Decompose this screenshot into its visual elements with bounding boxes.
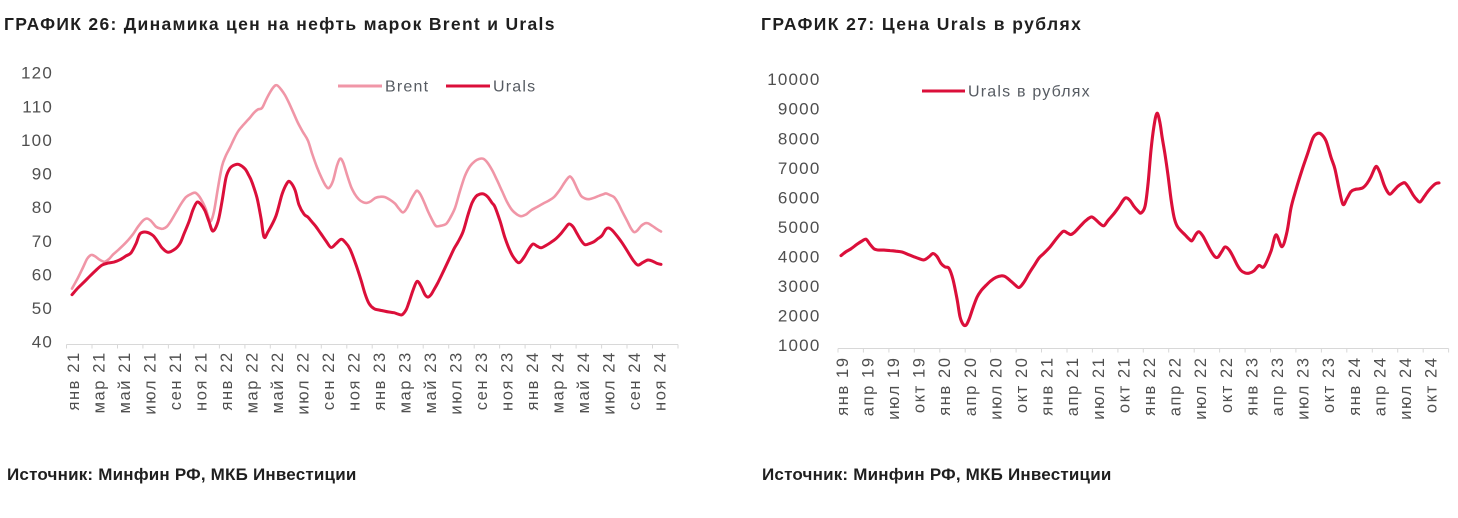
svg-text:Brent: Brent <box>385 79 429 96</box>
svg-text:окт 20: окт 20 <box>1013 356 1031 413</box>
svg-text:2000: 2000 <box>778 307 821 326</box>
svg-text:4000: 4000 <box>778 248 821 267</box>
svg-text:80: 80 <box>32 198 53 217</box>
svg-text:окт 19: окт 19 <box>911 356 929 413</box>
svg-text:ГРАФИК 26: Динамика цен на неф: ГРАФИК 26: Динамика цен на нефть марок B… <box>4 14 556 34</box>
svg-text:май 23: май 23 <box>422 351 440 413</box>
svg-text:окт 23: окт 23 <box>1320 356 1338 413</box>
svg-text:окт 24: окт 24 <box>1423 356 1441 413</box>
svg-text:июл 23: июл 23 <box>448 351 466 414</box>
svg-text:апр 20: апр 20 <box>962 356 980 416</box>
svg-text:янв 21: янв 21 <box>65 351 83 410</box>
svg-text:янв 19: янв 19 <box>834 356 852 415</box>
svg-text:ноя 22: ноя 22 <box>346 351 364 411</box>
svg-text:9000: 9000 <box>778 100 821 119</box>
svg-text:40: 40 <box>32 333 53 352</box>
svg-text:ноя 21: ноя 21 <box>193 351 211 411</box>
svg-text:70: 70 <box>32 232 53 251</box>
svg-text:июл 24: июл 24 <box>1397 356 1415 419</box>
svg-text:апр 22: апр 22 <box>1167 356 1185 416</box>
svg-text:110: 110 <box>22 97 53 116</box>
svg-text:июл 23: июл 23 <box>1295 356 1313 419</box>
svg-text:апр 24: апр 24 <box>1371 356 1389 416</box>
svg-text:янв 23: янв 23 <box>1243 356 1261 415</box>
svg-text:янв 22: янв 22 <box>1141 356 1159 415</box>
svg-text:сен 23: сен 23 <box>473 351 491 410</box>
svg-text:окт 21: окт 21 <box>1115 356 1133 413</box>
svg-text:апр 23: апр 23 <box>1269 356 1287 416</box>
svg-text:1000: 1000 <box>778 336 821 355</box>
svg-text:янв 24: янв 24 <box>524 351 542 410</box>
svg-text:8000: 8000 <box>778 129 821 148</box>
svg-text:янв 24: янв 24 <box>1346 356 1364 415</box>
svg-text:3000: 3000 <box>778 277 821 296</box>
svg-text:Urals в рублях: Urals в рублях <box>968 84 1091 101</box>
svg-text:мар 24: мар 24 <box>550 351 568 413</box>
svg-text:окт 22: окт 22 <box>1218 356 1236 413</box>
svg-text:ноя 24: ноя 24 <box>652 351 670 411</box>
svg-text:сен 22: сен 22 <box>320 351 338 410</box>
svg-text:июл 21: июл 21 <box>1090 356 1108 419</box>
svg-text:мар 23: мар 23 <box>397 351 415 413</box>
svg-text:май 21: май 21 <box>116 351 134 413</box>
svg-text:май 22: май 22 <box>269 351 287 413</box>
svg-text:60: 60 <box>32 265 53 284</box>
svg-text:июл 22: июл 22 <box>295 351 313 414</box>
svg-text:апр 21: апр 21 <box>1064 356 1082 416</box>
svg-text:янв 21: янв 21 <box>1039 356 1057 415</box>
svg-text:100: 100 <box>21 131 53 150</box>
svg-text:янв 22: янв 22 <box>218 351 236 410</box>
svg-text:июл 22: июл 22 <box>1192 356 1210 419</box>
svg-text:90: 90 <box>32 165 53 184</box>
svg-text:июл 21: июл 21 <box>142 351 160 414</box>
svg-text:июл 24: июл 24 <box>601 351 619 414</box>
svg-text:янв 20: янв 20 <box>936 356 954 415</box>
svg-text:10000: 10000 <box>767 70 820 89</box>
svg-text:май 24: май 24 <box>575 351 593 413</box>
svg-text:ГРАФИК 27: Цена Urals в рублях: ГРАФИК 27: Цена Urals в рублях <box>761 14 1082 34</box>
svg-text:июл 19: июл 19 <box>885 356 903 419</box>
svg-text:янв 23: янв 23 <box>371 351 389 410</box>
svg-text:7000: 7000 <box>778 159 821 178</box>
svg-text:5000: 5000 <box>778 218 821 237</box>
svg-text:Urals: Urals <box>493 79 536 96</box>
svg-text:сен 21: сен 21 <box>167 351 185 410</box>
svg-text:апр 19: апр 19 <box>859 356 877 416</box>
svg-text:6000: 6000 <box>778 188 821 207</box>
svg-text:сен 24: сен 24 <box>626 351 644 410</box>
svg-text:Источник: Минфин РФ, МКБ Инвес: Источник: Минфин РФ, МКБ Инвестиции <box>762 465 1112 484</box>
svg-text:июл 20: июл 20 <box>987 356 1005 419</box>
svg-text:Источник: Минфин РФ, МКБ Инвес: Источник: Минфин РФ, МКБ Инвестиции <box>7 465 357 484</box>
svg-text:мар 21: мар 21 <box>91 351 109 413</box>
svg-text:мар 22: мар 22 <box>244 351 262 413</box>
svg-text:50: 50 <box>32 299 53 318</box>
svg-text:120: 120 <box>21 64 53 83</box>
svg-text:ноя 23: ноя 23 <box>499 351 517 411</box>
